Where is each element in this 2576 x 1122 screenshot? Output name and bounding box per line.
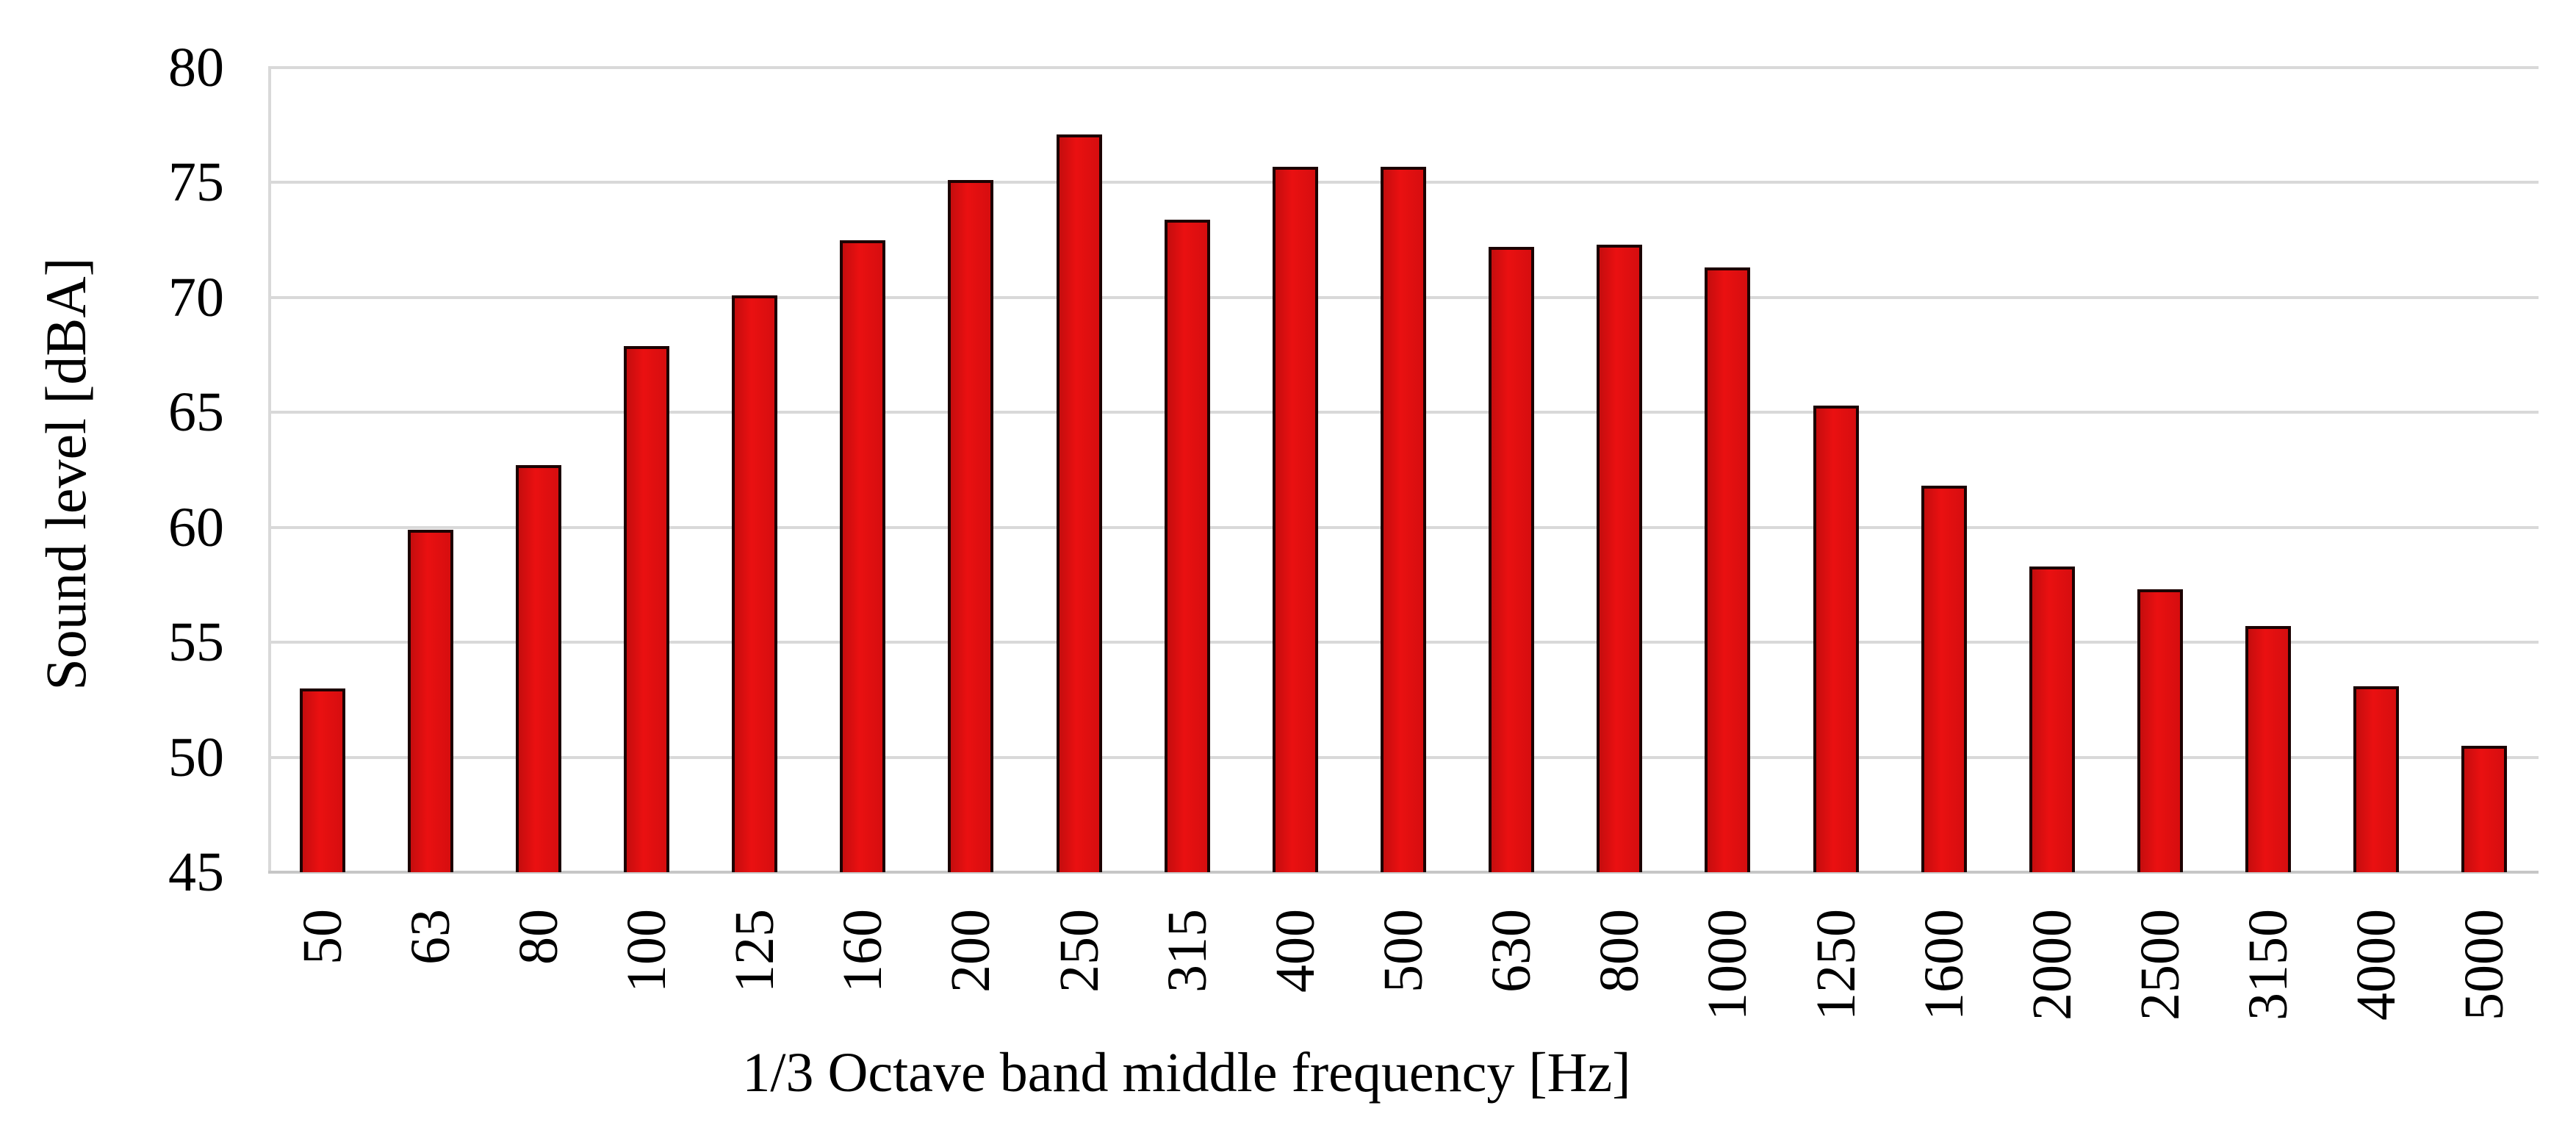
bar-315hz (1164, 219, 1210, 872)
x-tick-label-4000: 4000 (2345, 909, 2408, 1021)
bar-1600hz (1921, 486, 1967, 872)
bar-800hz (1597, 244, 1643, 872)
x-tick-label-1000: 1000 (1697, 909, 1759, 1021)
bar-160hz (840, 240, 886, 872)
x-tick-label-125: 125 (724, 909, 786, 993)
bar-200hz (948, 180, 994, 872)
x-tick-label-630: 630 (1481, 909, 1543, 993)
y-tick-label-45: 45 (168, 841, 224, 903)
bar-5000hz (2461, 745, 2508, 872)
x-tick-label-100: 100 (616, 909, 677, 993)
x-tick-label-2500: 2500 (2129, 909, 2191, 1021)
plot-area (268, 66, 2539, 874)
x-tick-label-1250: 1250 (1805, 909, 1867, 1021)
y-tick-label-55: 55 (168, 611, 224, 674)
x-tick-label-500: 500 (1372, 909, 1434, 993)
x-tick-label-200: 200 (940, 909, 1002, 993)
bar-250hz (1056, 134, 1102, 872)
x-axis-title: 1/3 Octave band middle frequency [Hz] (742, 1042, 1631, 1104)
y-tick-label-65: 65 (168, 381, 224, 444)
x-tick-label-50: 50 (291, 909, 353, 965)
bar-2500hz (2137, 589, 2183, 872)
x-tick-label-63: 63 (399, 909, 461, 965)
bar-400hz (1272, 166, 1318, 872)
x-tick-label-315: 315 (1156, 909, 1218, 993)
x-tick-label-1600: 1600 (1913, 909, 1975, 1021)
bar-100hz (624, 345, 669, 872)
bar-2000hz (2029, 566, 2075, 872)
bar-500hz (1381, 166, 1426, 872)
x-axis-baseline (268, 871, 2539, 874)
y-axis-title: Sound level [dBA] (34, 257, 98, 691)
bar-125hz (732, 295, 778, 872)
x-tick-label-80: 80 (507, 909, 569, 965)
y-axis-line (268, 68, 271, 872)
y-tick-label-80: 80 (168, 37, 224, 98)
x-tick-label-2000: 2000 (2021, 909, 2083, 1021)
bar-1000hz (1705, 267, 1751, 872)
gridline-y-80 (268, 66, 2539, 69)
bar-50hz (299, 688, 345, 872)
y-tick-label-60: 60 (168, 496, 224, 558)
x-tick-label-160: 160 (832, 909, 894, 993)
y-tick-label-50: 50 (168, 726, 224, 788)
x-tick-label-5000: 5000 (2453, 909, 2516, 1021)
bar-3150hz (2245, 626, 2292, 872)
x-tick-label-250: 250 (1048, 909, 1110, 993)
x-tick-label-3150: 3150 (2237, 909, 2300, 1021)
y-tick-label-70: 70 (168, 266, 224, 328)
bar-4000hz (2353, 686, 2400, 872)
bar-1250hz (1813, 405, 1859, 872)
bar-80hz (515, 465, 561, 872)
y-tick-label-75: 75 (168, 151, 224, 214)
bar-630hz (1489, 247, 1535, 872)
x-tick-label-400: 400 (1264, 909, 1326, 993)
bar-63hz (407, 529, 453, 872)
x-tick-label-800: 800 (1589, 909, 1651, 993)
